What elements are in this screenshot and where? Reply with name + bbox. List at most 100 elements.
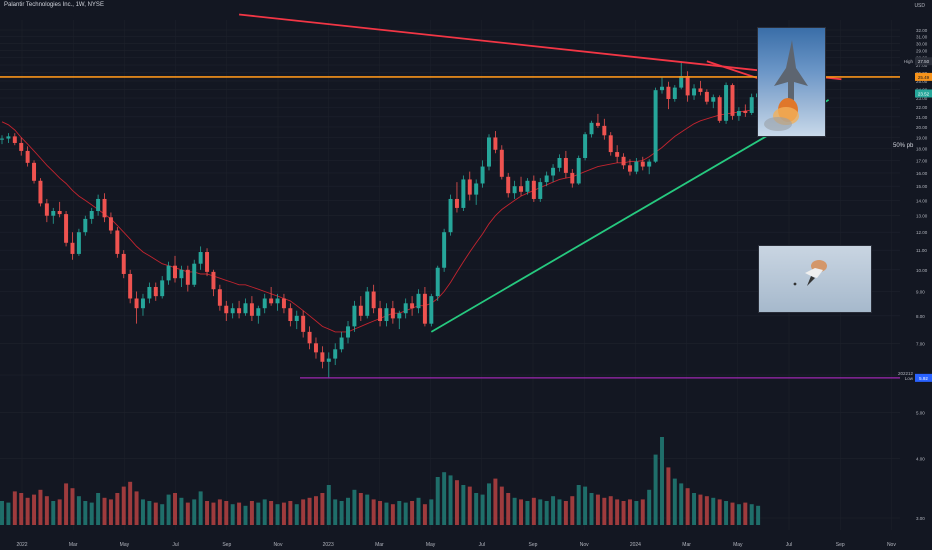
candle-body <box>320 352 325 362</box>
volume-bar <box>365 494 370 525</box>
volume-bar <box>589 493 594 525</box>
volume-bar <box>756 505 761 525</box>
candle-body <box>487 137 491 167</box>
volume-bar <box>544 501 549 525</box>
candle-body <box>570 172 575 184</box>
candle-body <box>185 269 190 285</box>
candle-body <box>140 298 145 309</box>
volume-bar <box>429 499 434 525</box>
volume-bar <box>173 493 177 525</box>
candle-body <box>627 165 632 172</box>
volume-bar <box>339 501 344 525</box>
volume-bar <box>166 494 171 525</box>
candle-body <box>435 267 440 297</box>
x-tick-label: Sep <box>529 542 538 548</box>
volume-bar <box>717 499 722 525</box>
candle-body <box>525 180 530 192</box>
x-tick-label: 2023 <box>323 542 334 548</box>
volume-bar <box>89 502 94 525</box>
volume-bar <box>576 485 581 525</box>
y-tick-label: 25.00 <box>916 79 928 84</box>
volume-bar <box>570 496 575 525</box>
candle-body <box>371 291 376 309</box>
volume-bar <box>83 501 88 525</box>
volume-bar <box>147 501 152 525</box>
volume-bar <box>519 499 524 525</box>
volume-bar <box>634 501 639 525</box>
fighter-jet-icon <box>764 40 808 131</box>
y-tick-label: 11.00 <box>916 248 927 253</box>
candle-body <box>70 242 75 254</box>
low-price-tag-bg <box>915 373 932 382</box>
candle-body <box>410 303 415 309</box>
candle-body <box>583 134 588 158</box>
candle-body <box>454 198 459 208</box>
volume-bar <box>615 499 620 525</box>
volume-bar <box>653 454 658 525</box>
volume-bar <box>551 496 556 525</box>
bird-photo <box>758 245 872 313</box>
candle-body <box>102 198 107 218</box>
volume-bar <box>493 478 498 525</box>
volume-bar <box>301 499 306 525</box>
volume-bar <box>205 501 210 525</box>
volume-bar <box>698 494 703 525</box>
candle-body <box>269 298 274 304</box>
volume-bar <box>378 501 383 525</box>
volume-bar <box>538 499 543 525</box>
candle-body <box>339 337 344 350</box>
candle-body <box>595 122 600 126</box>
candle-body <box>711 97 716 102</box>
x-tick-label: Jul <box>786 542 792 548</box>
candle-body <box>442 232 447 268</box>
volume-bar <box>102 497 107 525</box>
candle-body <box>692 88 697 96</box>
volume-bar <box>512 497 517 525</box>
x-tick-label: May <box>120 542 130 548</box>
volume-bar <box>595 494 600 525</box>
x-tick-label: Mar <box>375 542 384 548</box>
volume-bar <box>371 499 376 525</box>
y-tick-label: 8.00 <box>916 314 925 319</box>
volume-bar <box>243 505 248 525</box>
volume-bar <box>743 502 748 525</box>
volume-bar <box>679 483 684 525</box>
volume-bar <box>692 493 697 525</box>
volume-bar <box>275 504 280 525</box>
candle-body <box>512 186 517 194</box>
candle-body <box>724 85 729 121</box>
y-tick-label: 14.00 <box>916 198 928 203</box>
candle-body <box>448 198 453 233</box>
volume-bar <box>640 499 645 525</box>
candle-body <box>499 149 504 177</box>
candle-body <box>506 176 511 194</box>
candle-body <box>64 214 69 243</box>
candle-body <box>615 152 620 157</box>
volume-bar <box>749 504 754 525</box>
y-tick-label: 9.00 <box>916 290 925 295</box>
candle-body <box>224 305 229 314</box>
candle-body <box>416 293 421 309</box>
last-price-tag-bg <box>915 89 932 98</box>
y-tick-label: 13.00 <box>916 214 928 219</box>
candle-body <box>128 273 133 299</box>
volume-bar <box>506 493 511 525</box>
y-tick-label: 5.00 <box>916 411 925 416</box>
y-tick-label: 27.00 <box>916 63 928 68</box>
candle-body <box>12 136 17 143</box>
volume-bar <box>346 497 351 525</box>
x-tick-label: Mar <box>69 542 78 548</box>
volume-bar <box>57 499 62 525</box>
volume-bar <box>480 494 485 525</box>
volume-bar <box>583 486 588 525</box>
candle-body <box>134 298 139 309</box>
low-tag-label: Low <box>905 376 914 381</box>
volume-bar <box>134 491 139 525</box>
candle-body <box>217 289 222 306</box>
candle-body <box>32 162 37 181</box>
candle-body <box>326 358 331 362</box>
volume-bar <box>403 502 408 525</box>
fib-price-tag-bg <box>915 72 932 81</box>
x-tick-label: 2024 <box>630 542 641 548</box>
volume-bar <box>410 501 415 525</box>
